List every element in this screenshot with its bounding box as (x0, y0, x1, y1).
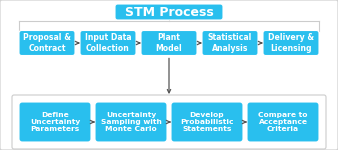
Text: Uncertainty
Sampling with
Monte Carlo: Uncertainty Sampling with Monte Carlo (101, 112, 162, 132)
FancyBboxPatch shape (19, 102, 91, 142)
FancyBboxPatch shape (95, 102, 167, 142)
FancyBboxPatch shape (115, 4, 223, 20)
FancyBboxPatch shape (141, 30, 197, 56)
FancyBboxPatch shape (202, 30, 258, 56)
Text: Input Data
Collection: Input Data Collection (85, 33, 131, 53)
Text: Develop
Probabilistic
Statements: Develop Probabilistic Statements (180, 112, 234, 132)
Text: Proposal &
Contract: Proposal & Contract (23, 33, 71, 53)
FancyBboxPatch shape (247, 102, 319, 142)
Text: Plant
Model: Plant Model (155, 33, 183, 53)
Text: Define
Uncertainty
Parameters: Define Uncertainty Parameters (30, 112, 80, 132)
FancyBboxPatch shape (80, 30, 136, 56)
Text: STM Process: STM Process (125, 6, 213, 18)
Text: Delivery &
Licensing: Delivery & Licensing (268, 33, 314, 53)
FancyBboxPatch shape (19, 30, 75, 56)
Text: Statistical
Analysis: Statistical Analysis (208, 33, 252, 53)
Text: Compare to
Acceptance
Criteria: Compare to Acceptance Criteria (258, 112, 308, 132)
FancyBboxPatch shape (171, 102, 243, 142)
FancyBboxPatch shape (263, 30, 319, 56)
